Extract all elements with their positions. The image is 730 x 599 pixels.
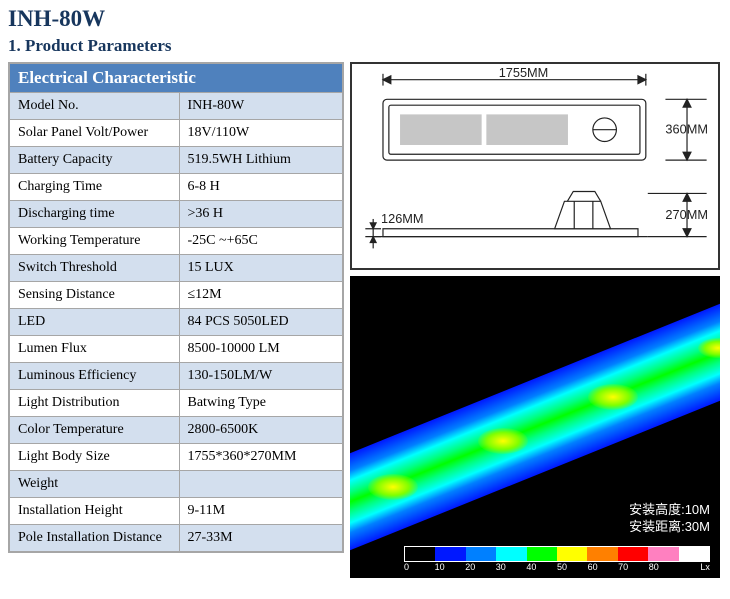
dimension-diagram: 1755MM 360MM 126MM 270MM [350,62,720,270]
dim-thickness-label: 126MM [381,211,424,226]
table-row: Lumen Flux8500-10000 LM [9,336,343,363]
section-heading: 1. Product Parameters [8,36,722,56]
param-label: Light Distribution [9,390,179,417]
light-distribution-heatmap: 安装高度:10M 安装距离:30M 01020304050607080Lx [350,276,720,578]
param-value: -25C ~+65C [179,228,343,255]
param-label: Sensing Distance [9,282,179,309]
heatmap-annotation: 安装高度:10M 安装距离:30M [629,502,710,536]
table-row: LED84 PCS 5050LED [9,309,343,336]
table-row: Switch Threshold15 LUX [9,255,343,282]
param-value: 27-33M [179,525,343,553]
table-row: Model No.INH-80W [9,93,343,120]
param-value: >36 H [179,201,343,228]
param-label: Weight [9,471,179,498]
table-row: Solar Panel Volt/Power18V/110W [9,120,343,147]
table-row: Luminous Efficiency130-150LM/W [9,363,343,390]
param-value: 84 PCS 5050LED [179,309,343,336]
param-value: 1755*360*270MM [179,444,343,471]
table-row: Light DistributionBatwing Type [9,390,343,417]
param-value: 9-11M [179,498,343,525]
param-value: 2800-6500K [179,417,343,444]
table-row: Weight [9,471,343,498]
dim-width-label: 1755MM [499,65,549,80]
param-label: LED [9,309,179,336]
param-label: Charging Time [9,174,179,201]
table-row: Battery Capacity519.5WH Lithium [9,147,343,174]
param-label: Solar Panel Volt/Power [9,120,179,147]
param-value: 18V/110W [179,120,343,147]
table-row: Charging Time6-8 H [9,174,343,201]
param-label: Luminous Efficiency [9,363,179,390]
product-model-title: INH-80W [8,6,722,32]
param-label: Discharging time [9,201,179,228]
electrical-characteristic-table: Electrical Characteristic Model No.INH-8… [8,62,344,553]
table-row: Working Temperature-25C ~+65C [9,228,343,255]
table-row: Color Temperature2800-6500K [9,417,343,444]
param-label: Battery Capacity [9,147,179,174]
param-label: Color Temperature [9,417,179,444]
param-value: 8500-10000 LM [179,336,343,363]
param-label: Lumen Flux [9,336,179,363]
param-value: Batwing Type [179,390,343,417]
table-row: Pole Installation Distance27-33M [9,525,343,553]
param-value: 130-150LM/W [179,363,343,390]
table-row: Discharging time>36 H [9,201,343,228]
param-value: 6-8 H [179,174,343,201]
table-row: Sensing Distance≤12M [9,282,343,309]
table-row: Light Body Size1755*360*270MM [9,444,343,471]
param-label: Pole Installation Distance [9,525,179,553]
param-label: Working Temperature [9,228,179,255]
colorbar: 01020304050607080Lx [404,546,710,572]
param-value: INH-80W [179,93,343,120]
param-value: 15 LUX [179,255,343,282]
param-value: 519.5WH Lithium [179,147,343,174]
param-value [179,471,343,498]
param-label: Installation Height [9,498,179,525]
dim-depth-label: 360MM [665,122,708,137]
table-header: Electrical Characteristic [9,63,343,93]
param-value: ≤12M [179,282,343,309]
dim-height-label: 270MM [665,207,708,222]
param-label: Switch Threshold [9,255,179,282]
param-label: Model No. [9,93,179,120]
param-label: Light Body Size [9,444,179,471]
table-row: Installation Height9-11M [9,498,343,525]
